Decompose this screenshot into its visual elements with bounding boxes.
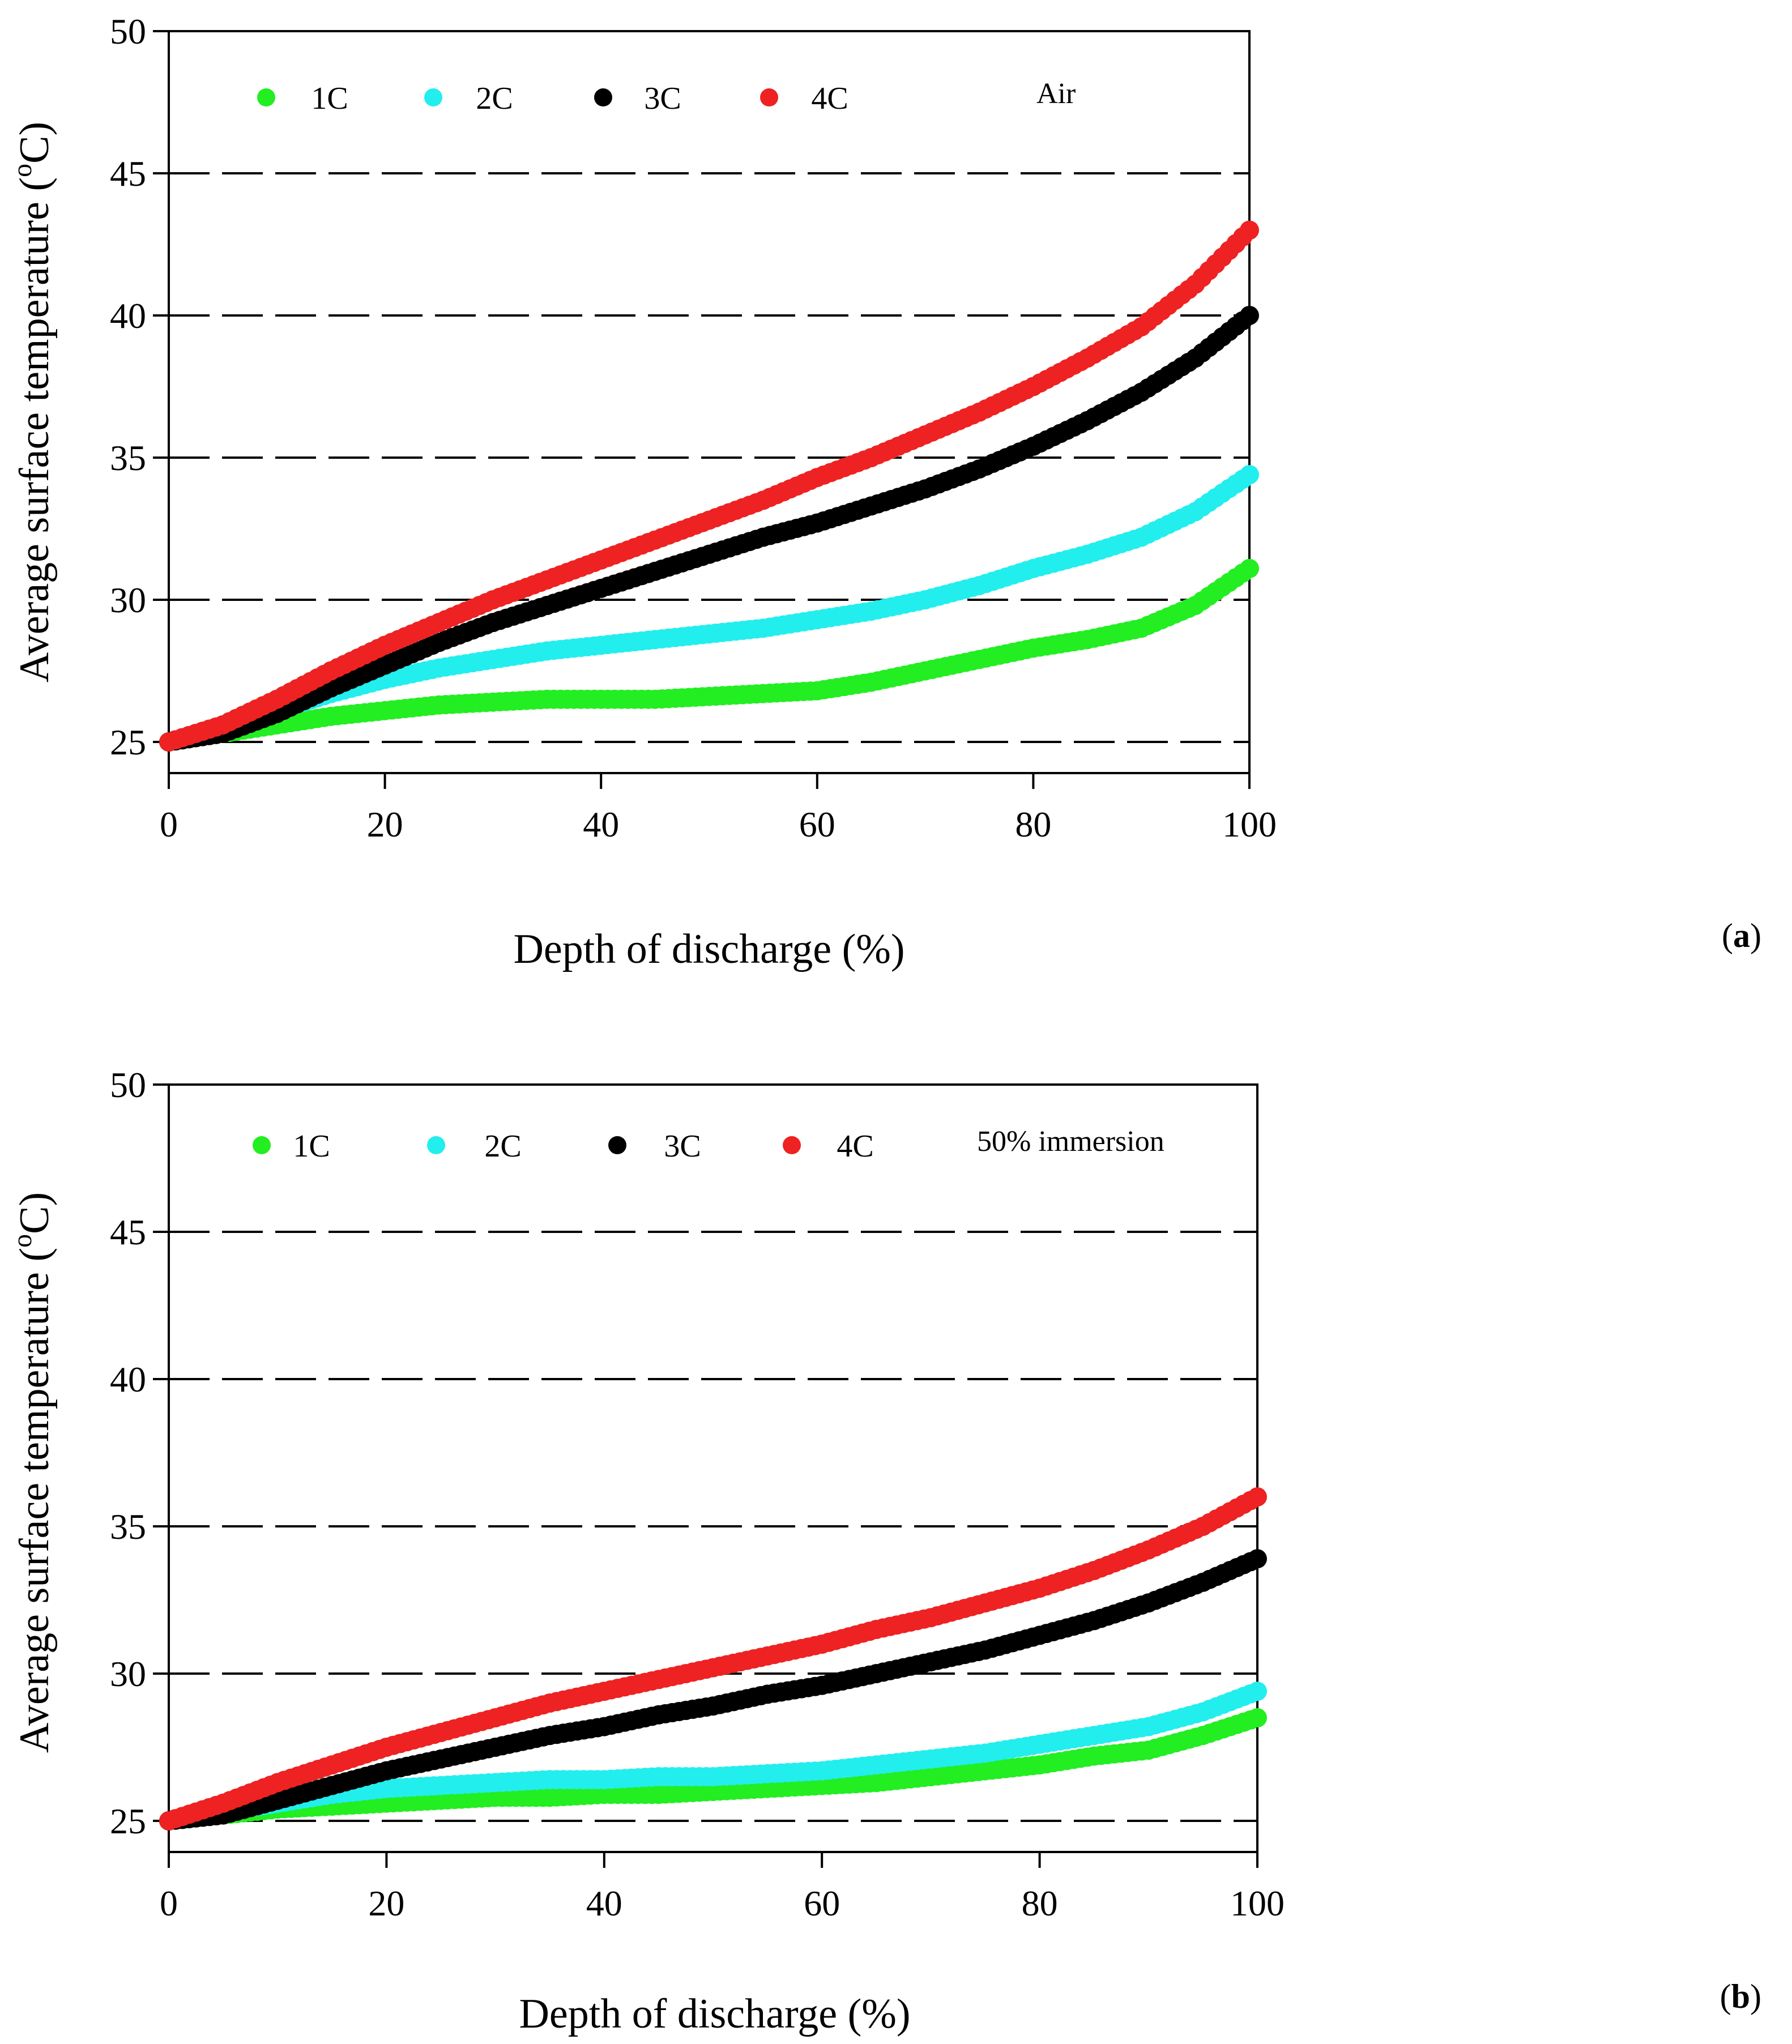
x-tick-label: 0 [160, 804, 178, 844]
legend-marker [257, 88, 275, 106]
series-1C [159, 558, 1259, 752]
data-point [1240, 306, 1259, 325]
legend-label: 4C [837, 1129, 873, 1164]
x-tick-label: 80 [1015, 804, 1051, 844]
condition-label: 50% immersion [977, 1125, 1164, 1158]
y-axis-title: Average surface temperature (oC) [7, 122, 58, 682]
x-tick-label: 20 [367, 804, 403, 844]
plot-frame [168, 30, 1251, 774]
series-3C [159, 1549, 1267, 1830]
panel-label: (a) [1722, 917, 1761, 954]
y-tick-label: 40 [110, 1359, 146, 1399]
y-tick-label: 30 [110, 1654, 146, 1694]
legend-label: 1C [293, 1129, 330, 1164]
panel-label-open: ( [1722, 917, 1733, 954]
legend-marker [594, 88, 612, 106]
x-axis-title: Depth of discharge (%) [513, 926, 904, 972]
x-tick-label: 100 [1222, 804, 1277, 844]
panel-label-close: ) [1750, 1978, 1761, 2015]
x-tick-label: 60 [799, 804, 835, 844]
y-tick-label: 35 [110, 1507, 146, 1547]
series-4C [159, 220, 1259, 752]
x-tick-label: 100 [1230, 1883, 1285, 1923]
legend-marker [253, 1136, 271, 1154]
legend-label: 3C [664, 1129, 701, 1164]
y-tick-label: 25 [110, 722, 146, 762]
series-4C [159, 1487, 1267, 1830]
legend-marker [608, 1136, 626, 1154]
y-axis-title-main: Average surface temperature ( [11, 177, 58, 682]
panel-b-chart: 25 30 35 40 45 50 0 20 40 60 80 100 Depth of dischar… [7, 1065, 1761, 2037]
x-tick-label: 40 [586, 1883, 622, 1923]
y-tick-label: 50 [110, 1065, 146, 1105]
panel-label: (b) [1720, 1978, 1761, 2015]
panel-a-chart: 25 30 35 40 45 50 0 20 40 60 80 100 Depth of dischar… [7, 11, 1761, 972]
legend-label: 3C [644, 81, 681, 116]
y-tick-label: 45 [110, 1212, 146, 1252]
data-point [1240, 558, 1259, 578]
x-tick-label: 40 [583, 804, 619, 844]
y-tick-label: 45 [110, 153, 146, 194]
x-tick-label: 80 [1022, 1883, 1058, 1923]
y-axis-title: Average surface temperature (oC) [7, 1192, 58, 1753]
legend-label: 2C [476, 81, 513, 116]
y-tick-label: 35 [110, 438, 146, 478]
legend-marker [760, 88, 778, 106]
legend-marker [427, 1136, 445, 1154]
y-axis-title-main: Average surface temperature ( [11, 1248, 58, 1753]
y-axis-title-sup: o [7, 1234, 37, 1248]
data-point [1240, 220, 1259, 240]
y-tick-label: 30 [110, 580, 146, 620]
x-tick-label: 0 [160, 1883, 178, 1923]
data-point [1240, 465, 1259, 485]
data-point [1248, 1487, 1267, 1507]
data-point [1248, 1708, 1267, 1727]
y-tick-label: 25 [110, 1801, 146, 1841]
panel-label-open: ( [1720, 1978, 1731, 2015]
legend-label: 2C [484, 1129, 521, 1164]
y-tick-label: 50 [110, 11, 146, 52]
plot-frame [168, 1083, 1258, 1853]
y-tick-label: 40 [110, 296, 146, 336]
y-axis-title-tail: C) [11, 122, 58, 164]
data-point [1248, 1549, 1267, 1569]
legend-label: 1C [311, 81, 348, 116]
series-3C [159, 306, 1259, 752]
panel-label-close: ) [1750, 917, 1761, 954]
panel-label-letter: b [1731, 1978, 1750, 2015]
panel-label-letter: a [1733, 917, 1750, 954]
x-axis-title: Depth of discharge (%) [519, 1991, 910, 2037]
y-axis-title-sup: o [7, 164, 37, 177]
legend-marker [424, 88, 442, 106]
x-tick-label: 20 [368, 1883, 404, 1923]
x-tick-label: 60 [804, 1883, 840, 1923]
y-axis-title-tail: C) [11, 1192, 58, 1234]
data-point [1248, 1682, 1267, 1701]
condition-label: Air [1036, 78, 1076, 110]
legend-label: 4C [811, 81, 848, 116]
legend-marker [783, 1136, 801, 1154]
